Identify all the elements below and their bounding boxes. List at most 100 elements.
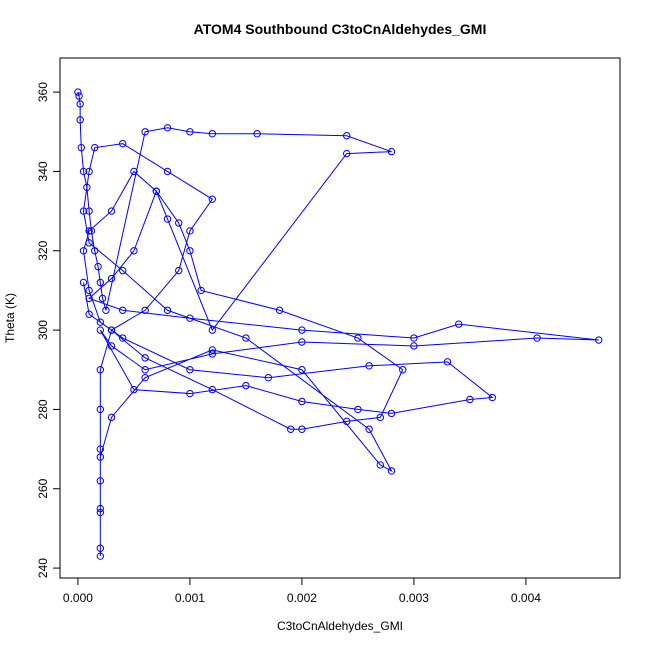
- point: [163, 124, 172, 132]
- x-tick-label: 0.003: [399, 591, 429, 605]
- point: [186, 389, 194, 398]
- point: [186, 128, 194, 136]
- plot-box: [59, 57, 621, 579]
- point: [119, 266, 127, 275]
- point: [163, 167, 172, 176]
- point: [354, 405, 362, 414]
- series-line: [77, 91, 599, 557]
- point: [141, 306, 149, 314]
- point: [376, 461, 385, 469]
- point: [287, 425, 295, 433]
- x-tick-label: 0.002: [287, 591, 317, 605]
- point: [96, 453, 105, 461]
- point: [76, 100, 84, 108]
- point: [119, 334, 127, 342]
- point: [96, 318, 105, 326]
- y-tick-label: 360: [36, 82, 50, 102]
- x-axis-label: C3toCnAldehydes_GMI: [277, 619, 403, 633]
- point: [163, 215, 172, 223]
- point: [85, 167, 93, 176]
- point: [343, 132, 351, 140]
- y-tick-label: 260: [36, 478, 50, 498]
- y-tick-label: 240: [36, 558, 50, 578]
- point: [298, 338, 306, 346]
- point: [298, 326, 306, 334]
- point: [91, 247, 99, 255]
- point: [119, 139, 127, 148]
- point: [595, 336, 603, 344]
- point: [387, 467, 396, 475]
- point: [96, 326, 105, 334]
- point: [455, 320, 463, 328]
- y-tick-label: 300: [36, 320, 50, 340]
- point: [275, 306, 284, 314]
- point: [264, 373, 273, 382]
- point: [91, 143, 99, 152]
- point: [387, 147, 396, 156]
- point: [208, 130, 217, 138]
- point: [107, 207, 116, 215]
- point: [242, 381, 250, 390]
- x-tick-label: 0.001: [175, 591, 205, 605]
- point: [130, 167, 138, 176]
- point: [466, 395, 474, 404]
- point: [79, 247, 88, 255]
- point: [85, 239, 93, 247]
- point: [96, 445, 105, 453]
- point: [107, 342, 116, 350]
- point: [208, 346, 217, 354]
- point: [94, 262, 102, 271]
- point: [107, 274, 116, 283]
- point: [208, 326, 217, 334]
- point: [85, 227, 93, 235]
- point: [208, 385, 217, 394]
- point: [87, 227, 96, 235]
- y-axis-label: Theta (K): [3, 293, 17, 343]
- point: [130, 247, 138, 255]
- point: [79, 278, 88, 287]
- point: [443, 358, 452, 366]
- point: [365, 362, 373, 370]
- point: [79, 207, 88, 215]
- point: [186, 314, 194, 322]
- point: [298, 425, 306, 433]
- point: [85, 310, 93, 318]
- point: [242, 334, 250, 342]
- point: [488, 393, 497, 402]
- point: [186, 227, 194, 235]
- point: [343, 149, 351, 158]
- point: [298, 366, 306, 374]
- point: [208, 350, 217, 358]
- point: [96, 477, 105, 485]
- x-tick-label: 0.004: [511, 591, 541, 605]
- point: [175, 266, 183, 275]
- point: [102, 306, 110, 314]
- point: [365, 425, 373, 433]
- point: [119, 306, 127, 314]
- point: [410, 334, 418, 342]
- point: [186, 366, 194, 374]
- point: [141, 354, 149, 362]
- point: [96, 366, 105, 374]
- point: [85, 294, 93, 303]
- point: [141, 128, 149, 136]
- point: [533, 334, 541, 342]
- point: [410, 342, 418, 350]
- point: [141, 366, 149, 374]
- y-tick-label: 340: [36, 161, 50, 181]
- point: [163, 306, 172, 314]
- point: [298, 397, 306, 406]
- point: [107, 413, 116, 422]
- point: [85, 207, 93, 215]
- point: [130, 385, 138, 394]
- point: [74, 88, 82, 96]
- point: [141, 373, 149, 382]
- point: [79, 167, 88, 176]
- point: [208, 195, 217, 203]
- chart-title: ATOM4 Southbound C3toCnAldehydes_GMI: [194, 21, 487, 37]
- point: [76, 116, 84, 124]
- y-tick-label: 320: [36, 240, 50, 260]
- point: [186, 247, 194, 255]
